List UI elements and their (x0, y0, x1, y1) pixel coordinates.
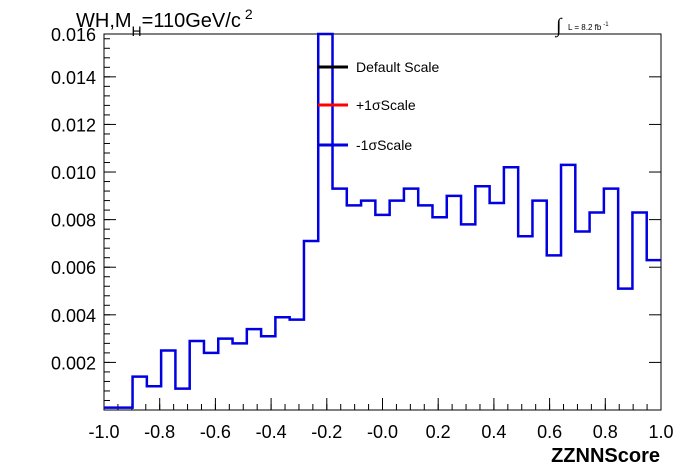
y-tick-label: 0.004 (51, 306, 96, 326)
series-group (104, 32, 661, 409)
title-subscript: H (132, 23, 142, 39)
title-superscript: 2 (245, 6, 253, 22)
lumi-text: L = 8.2 fb (568, 23, 602, 32)
y-tick-label: 0.006 (51, 258, 96, 278)
plot-frame (103, 33, 662, 411)
x-tick-label: 0.6 (537, 422, 562, 442)
y-tick-label: 0.012 (51, 115, 96, 135)
x-tick-label: -0.4 (256, 422, 287, 442)
x-tick-label: -0.0 (367, 422, 398, 442)
y-tick-label: 0.002 (51, 353, 96, 373)
x-axis-label: ZZNNScore (551, 445, 660, 467)
x-tick-label: 1.0 (648, 422, 673, 442)
series-line (104, 32, 661, 409)
y-tick-label: 0.010 (51, 163, 96, 183)
title-main: WH,M (76, 10, 132, 32)
x-tick-label: -0.2 (311, 422, 342, 442)
legend-label: Default Scale (356, 59, 439, 75)
lumi-label: L = 8.2 fb -1 (568, 22, 609, 32)
legend-label: -1σScale (356, 137, 412, 153)
x-tick-label: 0.8 (593, 422, 618, 442)
chart-title: WH,MH=110GeV/c 2 (76, 6, 253, 39)
lumi-integral: ∫ (554, 15, 563, 38)
y-axis: 0.002 0.004 0.006 0.008 0.010 0.012 0.014 0.016 (51, 25, 661, 401)
x-tick-label: 0.2 (426, 422, 451, 442)
x-axis: -1.0 -0.8 -0.6 -0.4 -0.2 -0.0 0.2 0.4 0.6 0.8 1.0 (88, 398, 674, 442)
x-tick-label: 0.4 (481, 422, 506, 442)
x-tick-label: -0.6 (200, 422, 231, 442)
y-tick-label: 0.016 (51, 25, 96, 45)
legend-label: +1σScale (356, 97, 416, 113)
x-tick-label: -1.0 (88, 422, 119, 442)
y-tick-label: 0.014 (51, 68, 96, 88)
y-tick-label: 0.008 (51, 211, 96, 231)
title-rest: =110GeV/c (142, 10, 241, 32)
lumi-superscript: -1 (603, 22, 609, 28)
x-tick-label: -0.8 (144, 422, 175, 442)
legend: Default Scale +1σScale -1σScale (318, 59, 439, 153)
